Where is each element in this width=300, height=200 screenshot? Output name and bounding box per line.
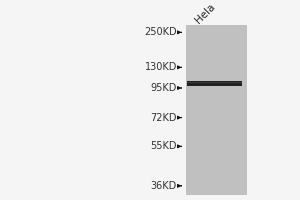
Text: Hela: Hela: [193, 1, 217, 25]
Text: 130KD: 130KD: [145, 62, 177, 72]
Text: 55KD: 55KD: [150, 141, 177, 151]
Text: 36KD: 36KD: [151, 181, 177, 191]
Bar: [187, 82, 242, 83]
Bar: [187, 81, 242, 86]
Text: 95KD: 95KD: [151, 83, 177, 93]
Text: 250KD: 250KD: [144, 27, 177, 37]
Bar: [186, 25, 246, 194]
Text: 72KD: 72KD: [150, 113, 177, 123]
